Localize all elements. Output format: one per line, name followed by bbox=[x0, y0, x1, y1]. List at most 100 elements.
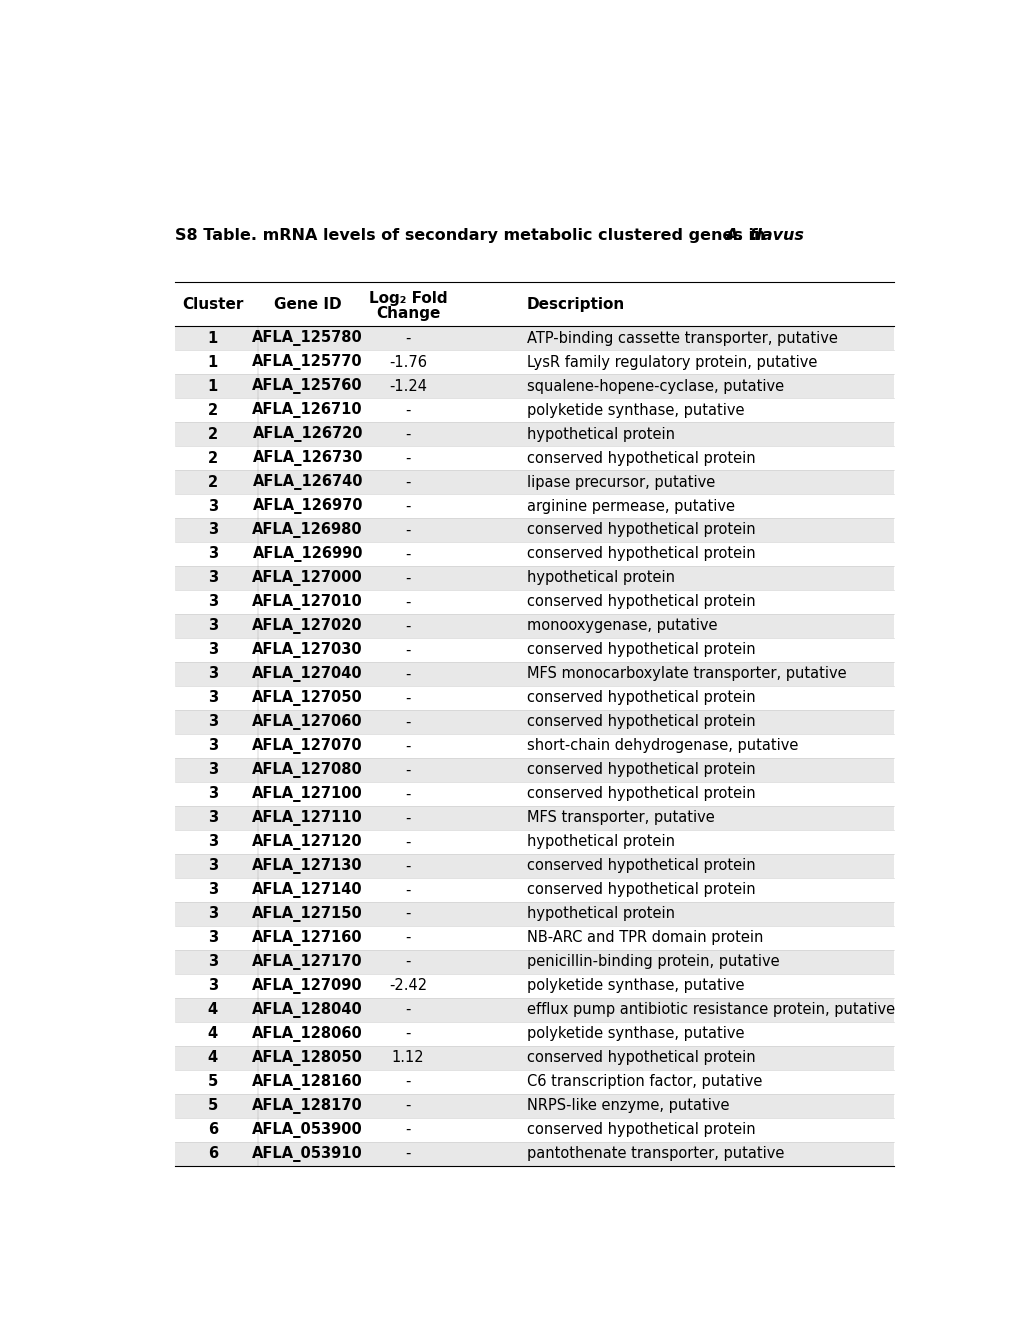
Text: 3: 3 bbox=[208, 882, 218, 898]
Text: 2: 2 bbox=[208, 403, 218, 417]
Text: conserved hypothetical protein: conserved hypothetical protein bbox=[526, 1122, 755, 1137]
Bar bbox=[175, 517, 894, 543]
Text: 1: 1 bbox=[208, 379, 218, 393]
Text: -2.42: -2.42 bbox=[388, 978, 427, 993]
Bar bbox=[175, 950, 894, 974]
Text: conserved hypothetical protein: conserved hypothetical protein bbox=[526, 450, 755, 466]
Text: -: - bbox=[405, 882, 411, 898]
Bar bbox=[175, 710, 894, 734]
Bar bbox=[175, 326, 894, 350]
Text: 3: 3 bbox=[208, 954, 218, 969]
Text: conserved hypothetical protein: conserved hypothetical protein bbox=[526, 858, 755, 874]
Text: 3: 3 bbox=[208, 858, 218, 874]
Text: -: - bbox=[405, 738, 411, 754]
Text: -: - bbox=[405, 450, 411, 466]
Text: S8 Table. mRNA levels of secondary metabolic clustered genes in: S8 Table. mRNA levels of secondary metab… bbox=[175, 228, 770, 243]
Text: -: - bbox=[405, 1002, 411, 1018]
Text: Description: Description bbox=[526, 297, 625, 313]
Text: hypothetical protein: hypothetical protein bbox=[526, 907, 674, 921]
Text: 3: 3 bbox=[208, 570, 218, 586]
Bar bbox=[175, 374, 894, 399]
Text: squalene-hopene-cyclase, putative: squalene-hopene-cyclase, putative bbox=[526, 379, 783, 393]
Text: pantothenate transporter, putative: pantothenate transporter, putative bbox=[526, 1146, 784, 1162]
Text: AFLA_127140: AFLA_127140 bbox=[252, 882, 363, 898]
Text: 3: 3 bbox=[208, 738, 218, 754]
Text: 4: 4 bbox=[208, 1051, 218, 1065]
Text: MFS monocarboxylate transporter, putative: MFS monocarboxylate transporter, putativ… bbox=[526, 667, 846, 681]
Text: 3: 3 bbox=[208, 594, 218, 610]
Text: -: - bbox=[405, 403, 411, 417]
Text: AFLA_127170: AFLA_127170 bbox=[252, 954, 363, 970]
Text: AFLA_127100: AFLA_127100 bbox=[252, 785, 363, 801]
Text: 2: 2 bbox=[208, 450, 218, 466]
Text: -: - bbox=[405, 1074, 411, 1089]
Text: 3: 3 bbox=[208, 523, 218, 537]
Text: AFLA_127090: AFLA_127090 bbox=[252, 978, 363, 994]
Text: conserved hypothetical protein: conserved hypothetical protein bbox=[526, 787, 755, 801]
Text: AFLA_053910: AFLA_053910 bbox=[252, 1146, 363, 1162]
Text: -: - bbox=[405, 546, 411, 561]
Text: -: - bbox=[405, 834, 411, 849]
Bar bbox=[175, 1142, 894, 1166]
Text: AFLA_128160: AFLA_128160 bbox=[252, 1073, 363, 1090]
Text: -: - bbox=[405, 499, 411, 513]
Text: NB-ARC and TPR domain protein: NB-ARC and TPR domain protein bbox=[526, 931, 762, 945]
Text: ATP-binding cassette transporter, putative: ATP-binding cassette transporter, putati… bbox=[526, 330, 837, 346]
Text: 3: 3 bbox=[208, 763, 218, 777]
Text: efflux pump antibiotic resistance protein, putative: efflux pump antibiotic resistance protei… bbox=[526, 1002, 894, 1018]
Text: Cluster: Cluster bbox=[182, 297, 244, 313]
Text: -: - bbox=[405, 931, 411, 945]
Bar bbox=[175, 854, 894, 878]
Text: polyketide synthase, putative: polyketide synthase, putative bbox=[526, 403, 744, 417]
Text: NRPS-like enzyme, putative: NRPS-like enzyme, putative bbox=[526, 1098, 729, 1113]
Text: 5: 5 bbox=[208, 1098, 218, 1113]
Text: -: - bbox=[405, 570, 411, 586]
Text: 1: 1 bbox=[208, 355, 218, 370]
Text: 3: 3 bbox=[208, 978, 218, 993]
Bar bbox=[175, 758, 894, 781]
Text: conserved hypothetical protein: conserved hypothetical protein bbox=[526, 546, 755, 561]
Text: AFLA_125760: AFLA_125760 bbox=[252, 378, 363, 395]
Text: AFLA_127000: AFLA_127000 bbox=[252, 570, 363, 586]
Text: AFLA_127030: AFLA_127030 bbox=[252, 642, 363, 657]
Text: AFLA_126730: AFLA_126730 bbox=[253, 450, 363, 466]
Bar bbox=[175, 1045, 894, 1069]
Text: monooxygenase, putative: monooxygenase, putative bbox=[526, 619, 716, 634]
Text: 3: 3 bbox=[208, 907, 218, 921]
Text: 3: 3 bbox=[208, 931, 218, 945]
Text: -: - bbox=[405, 426, 411, 442]
Text: AFLA_127150: AFLA_127150 bbox=[252, 906, 363, 921]
Text: 2: 2 bbox=[208, 474, 218, 490]
Text: 3: 3 bbox=[208, 714, 218, 730]
Text: -: - bbox=[405, 858, 411, 874]
Text: conserved hypothetical protein: conserved hypothetical protein bbox=[526, 643, 755, 657]
Text: 3: 3 bbox=[208, 546, 218, 561]
Text: AFLA_126740: AFLA_126740 bbox=[253, 474, 363, 490]
Bar bbox=[175, 1094, 894, 1118]
Text: -: - bbox=[405, 787, 411, 801]
Text: AFLA_127060: AFLA_127060 bbox=[252, 714, 363, 730]
Text: conserved hypothetical protein: conserved hypothetical protein bbox=[526, 1051, 755, 1065]
Text: AFLA_127010: AFLA_127010 bbox=[252, 594, 363, 610]
Text: -: - bbox=[405, 810, 411, 825]
Text: penicillin-binding protein, putative: penicillin-binding protein, putative bbox=[526, 954, 779, 969]
Text: 2: 2 bbox=[208, 426, 218, 442]
Text: -: - bbox=[405, 643, 411, 657]
Text: C6 transcription factor, putative: C6 transcription factor, putative bbox=[526, 1074, 761, 1089]
Bar bbox=[175, 470, 894, 494]
Text: AFLA_126720: AFLA_126720 bbox=[253, 426, 363, 442]
Text: -1.76: -1.76 bbox=[388, 355, 427, 370]
Text: -: - bbox=[405, 594, 411, 610]
Text: conserved hypothetical protein: conserved hypothetical protein bbox=[526, 690, 755, 705]
Text: 3: 3 bbox=[208, 810, 218, 825]
Bar bbox=[175, 614, 894, 638]
Text: AFLA_127160: AFLA_127160 bbox=[252, 929, 363, 945]
Text: conserved hypothetical protein: conserved hypothetical protein bbox=[526, 714, 755, 730]
Text: 3: 3 bbox=[208, 834, 218, 849]
Text: -: - bbox=[405, 1122, 411, 1137]
Text: polyketide synthase, putative: polyketide synthase, putative bbox=[526, 978, 744, 993]
Text: 6: 6 bbox=[208, 1122, 218, 1137]
Text: 3: 3 bbox=[208, 643, 218, 657]
Text: 3: 3 bbox=[208, 690, 218, 705]
Bar bbox=[175, 422, 894, 446]
